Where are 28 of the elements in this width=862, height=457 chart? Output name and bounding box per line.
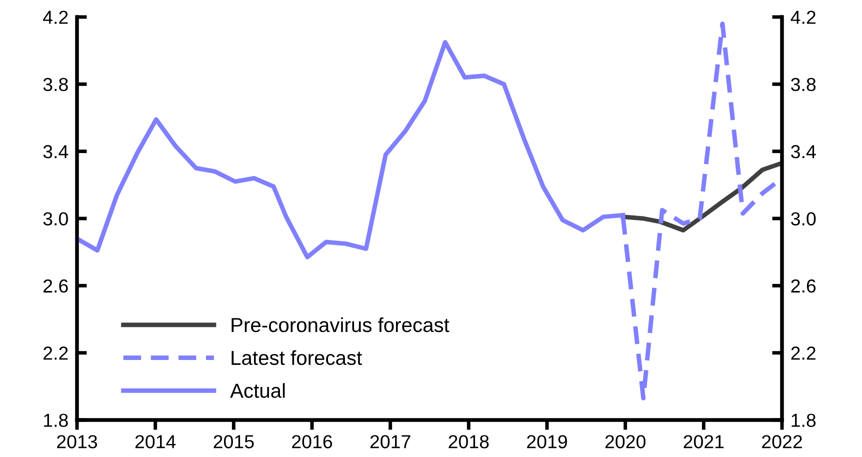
y2-tick-label: 3.8: [791, 78, 816, 92]
y-tick-label: 1.8: [44, 414, 68, 427]
x-tick-label: 2016: [292, 435, 332, 448]
x-tick-label: 2014: [135, 435, 176, 448]
x-tick-label: 2021: [684, 435, 724, 448]
legend-label: Latest forecast: [232, 350, 362, 366]
x-tick-label: 2018: [448, 435, 489, 448]
y-tick-label: 3.0: [43, 212, 68, 226]
y-tick-label: 4.2: [43, 10, 68, 24]
y-tick-label: 2.2: [44, 346, 68, 360]
x-tick-label: 2015: [214, 435, 254, 448]
y2-tick-label: 2.2: [791, 346, 816, 360]
y2-tick-label: 2.6: [791, 279, 816, 293]
y2-tick-label: 1.8: [792, 414, 816, 427]
x-tick-label: 2013: [57, 435, 98, 448]
y-tick-label: 2.6: [44, 279, 68, 293]
y2-tick-label: 4.2: [790, 10, 816, 24]
y-tick-label: 3.4: [43, 145, 68, 158]
y2-tick-label: 3.4: [791, 145, 816, 158]
legend-label: Pre-coronavirus forecast: [232, 317, 450, 332]
x-tick-label: 2020: [605, 435, 646, 448]
x-tick-label: 2019: [527, 435, 567, 448]
y2-tick-label: 3.0: [791, 212, 816, 226]
x-tick-label: 2022: [762, 435, 802, 448]
line-series: [620, 160, 782, 232]
x-tick-label: 2017: [370, 435, 410, 448]
y-tick-label: 3.8: [43, 78, 68, 92]
legend-label: Actual: [230, 383, 285, 398]
